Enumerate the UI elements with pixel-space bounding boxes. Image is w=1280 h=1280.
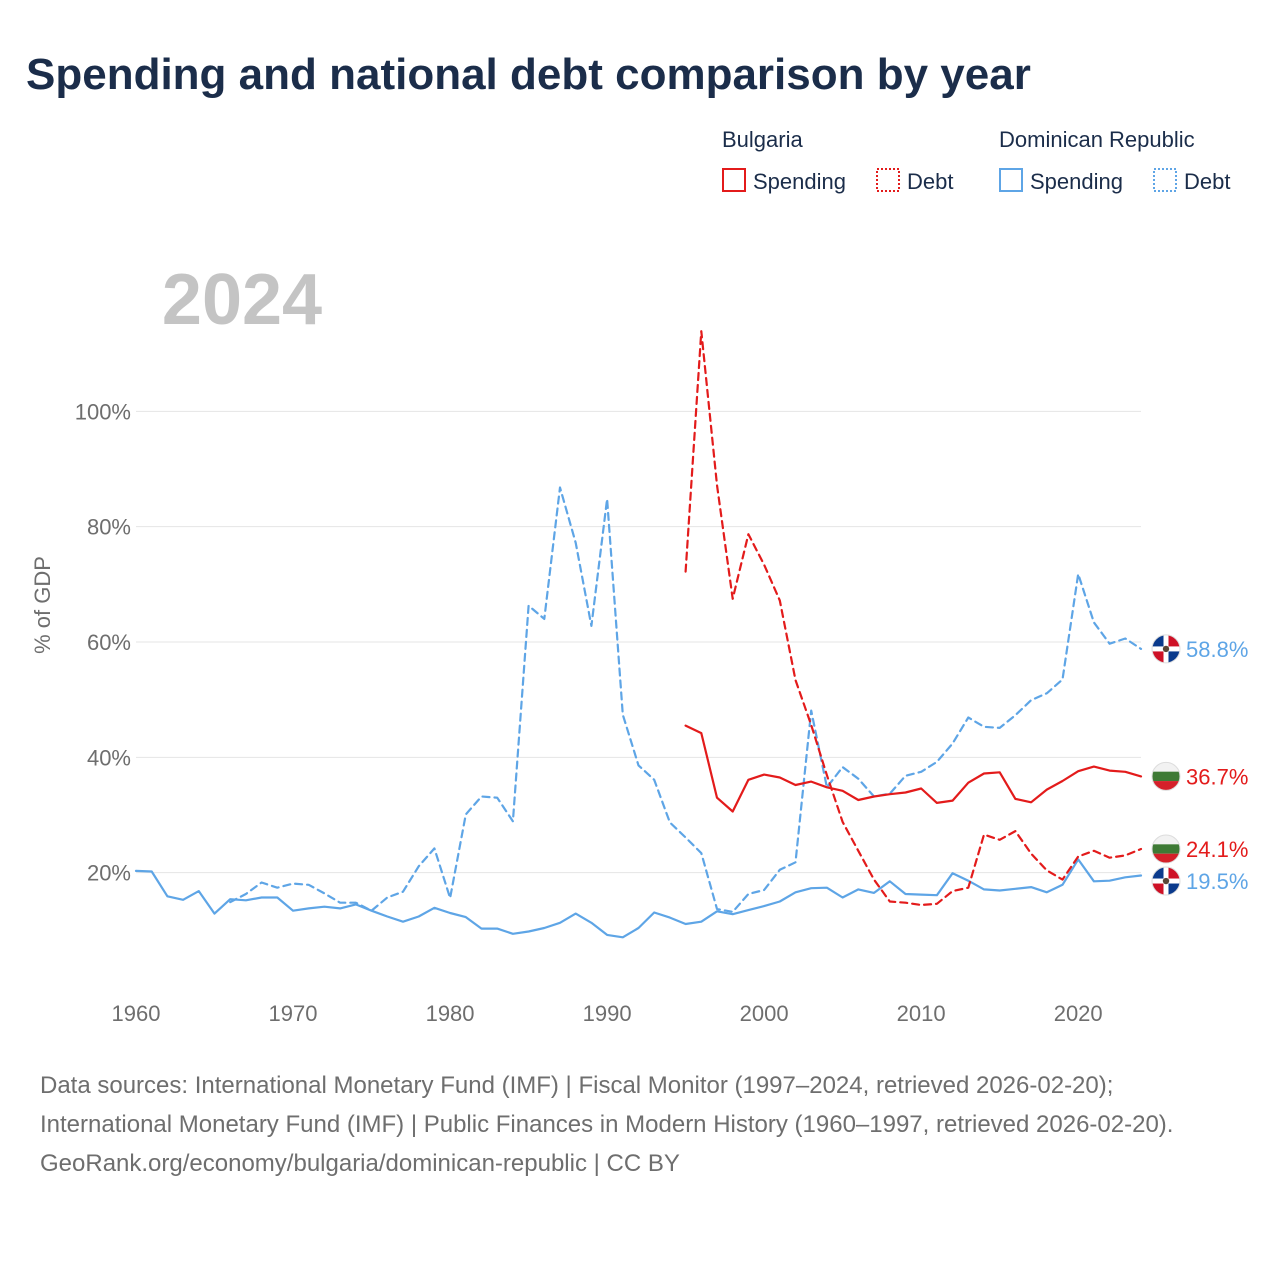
y-tick-label: 100% (75, 399, 131, 424)
legend-swatch (1153, 168, 1177, 192)
y-tick-label: 20% (87, 861, 131, 886)
legend-group-title: Bulgaria (722, 127, 803, 152)
legend-group-title: Dominican Republic (999, 127, 1195, 152)
credit-link[interactable]: GeoRank.org/economy/bulgaria/dominican-r… (40, 1150, 680, 1177)
x-tick-label: 2000 (740, 1001, 789, 1026)
end-value-label: 19.5% (1186, 869, 1248, 894)
x-tick-label: 2010 (897, 1001, 946, 1026)
dominican-republic-flag-icon (1151, 634, 1181, 664)
series-layer (134, 330, 1143, 939)
legend-item-debt[interactable]: Debt (876, 168, 953, 194)
legend-group-dominican-republic: Dominican Republic Spending Debt (999, 127, 1230, 194)
x-tick-label: 1960 (112, 1001, 161, 1026)
legend-item-spending[interactable]: Spending (722, 168, 846, 194)
legend-item-spending[interactable]: Spending (999, 168, 1123, 194)
legend-swatch (722, 168, 746, 192)
year-label: 2024 (162, 260, 322, 340)
legend-item-debt[interactable]: Debt (1153, 168, 1230, 194)
legend-item-label: Debt (1184, 169, 1230, 194)
x-tick-label: 1970 (269, 1001, 318, 1026)
end-value-label: 24.1% (1186, 837, 1248, 862)
legend-swatch (876, 168, 900, 192)
chart-title: Spending and national debt comparison by… (26, 50, 1031, 99)
y-tick-label: 60% (87, 630, 131, 655)
legend-item-label: Spending (753, 169, 846, 194)
line-chart: 2024 % of GDP 20% 40% 60% 80% 100% 1960 1970 19… (30, 127, 1248, 1026)
x-tick-label: 1990 (583, 1001, 632, 1026)
end-value-label: 36.7% (1186, 764, 1248, 789)
series-line-dominican-republic-spending[interactable] (134, 858, 1143, 939)
y-tick-label: 80% (87, 515, 131, 540)
bulgaria-flag-icon (1151, 761, 1181, 791)
end-value-label: 58.8% (1186, 637, 1248, 662)
series-line-bulgaria-spending[interactable] (684, 724, 1143, 813)
grid-layer (136, 410, 1141, 874)
series-line-bulgaria-debt[interactable] (684, 330, 1143, 907)
footer: Data sources: International Monetary Fun… (40, 1066, 1240, 1183)
axis-layer: 20% 40% 60% 80% 100% 1960 1970 1980 1990 2000 2010… (75, 399, 1103, 1026)
legend-item-label: Debt (907, 169, 953, 194)
x-tick-label: 1980 (426, 1001, 475, 1026)
x-tick-label: 2020 (1054, 1001, 1103, 1026)
legend[interactable]: Bulgaria Spending Debt Dominican Republic Sp… (722, 127, 1230, 194)
y-axis-label: % of GDP (30, 556, 55, 654)
bulgaria-flag-icon (1151, 834, 1181, 864)
end-labels: 58.8% 36.7% 24.1% 19.5% (1151, 634, 1248, 896)
y-tick-label: 40% (87, 745, 131, 770)
series-line-dominican-republic-debt[interactable] (229, 486, 1143, 914)
legend-swatch (999, 168, 1023, 192)
dominican-republic-flag-icon (1151, 866, 1181, 896)
data-sources: Data sources: International Monetary Fun… (40, 1072, 1174, 1138)
legend-group-bulgaria: Bulgaria Spending Debt (722, 127, 953, 194)
legend-item-label: Spending (1030, 169, 1123, 194)
